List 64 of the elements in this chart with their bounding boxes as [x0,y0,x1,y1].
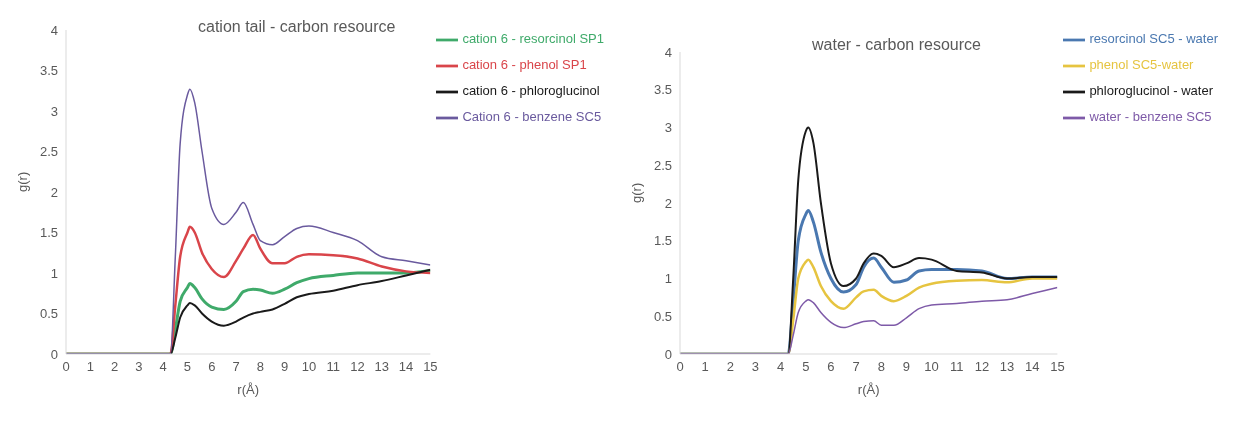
chart-title: water - carbon resource [812,36,981,54]
y-tick-label: 2 [664,195,672,211]
x-tick-label: 2 [726,359,734,375]
legend-label: phloroglucinol - water [1089,83,1213,98]
x-tick-label: 2 [110,359,119,375]
chart-title: cation tail - carbon resource [198,18,396,36]
x-tick-label: 0 [62,359,70,375]
y-tick-label: 3 [50,103,58,119]
x-tick-label: 1 [701,359,709,375]
y-tick-label: 1.5 [39,225,58,241]
y-axis-title: g(r) [628,182,644,203]
x-tick-label: 12 [974,359,990,375]
y-tick-label: 4 [50,22,58,38]
x-tick-label: 14 [398,359,414,375]
y-tick-label: 2.5 [39,144,58,160]
y-tick-label: 2 [50,184,58,200]
x-tick-label: 10 [301,359,317,375]
x-tick-label: 4 [777,359,785,375]
x-tick-label: 11 [326,359,340,375]
legend-label: phenol SC5-water [1089,57,1194,72]
x-tick-label: 4 [159,359,167,375]
y-tick-label: 4 [664,44,672,60]
x-tick-label: 8 [877,359,885,375]
y-tick-label: 1 [50,265,58,281]
y-axis-title: g(r) [14,171,30,192]
x-tick-label: 1 [86,359,94,375]
y-tick-label: 0.5 [653,308,672,324]
legend-label: cation 6 - resorcinol SP1 [462,31,604,46]
y-tick-label: 0.5 [39,306,58,322]
x-tick-label: 7 [232,359,240,375]
x-tick-label: 11 [950,359,964,375]
y-tick-label: 1.5 [653,233,672,249]
x-tick-label: 3 [135,359,143,375]
y-tick-label: 0 [664,346,672,362]
x-tick-label: 9 [281,359,289,375]
x-axis-title: r(Å) [237,382,260,397]
x-tick-label: 12 [350,359,365,375]
legend-label: water - benzene SC5 [1089,109,1212,124]
x-tick-label: 13 [999,359,1015,375]
x-tick-label: 7 [852,359,860,375]
x-tick-label: 0 [676,359,684,375]
x-tick-label: 13 [374,359,390,375]
x-tick-label: 14 [1025,359,1040,375]
y-tick-label: 3.5 [39,63,58,79]
x-tick-label: 5 [802,359,810,375]
legend-label: cation 6 - phloroglucinol [462,83,600,98]
legend-label: cation 6 - phenol SP1 [462,57,587,72]
y-tick-label: 3 [664,120,672,136]
x-tick-label: 9 [902,359,911,375]
x-tick-label: 8 [256,359,264,375]
x-tick-label: 10 [924,359,939,375]
x-axis-title: r(Å) [857,382,880,397]
y-tick-label: 3.5 [653,82,672,98]
x-tick-label: 6 [208,359,216,375]
x-tick-label: 3 [751,359,760,375]
x-tick-label: 6 [827,359,835,375]
x-tick-label: 15 [1050,359,1065,375]
y-tick-label: 1 [664,271,672,287]
x-tick-label: 5 [183,359,192,375]
legend-label: resorcinol SC5 - water [1089,31,1218,46]
legend-label: Cation 6 - benzene SC5 [462,109,602,124]
y-tick-label: 0 [50,346,58,362]
y-tick-label: 2.5 [653,157,672,173]
x-tick-label: 15 [423,359,438,375]
